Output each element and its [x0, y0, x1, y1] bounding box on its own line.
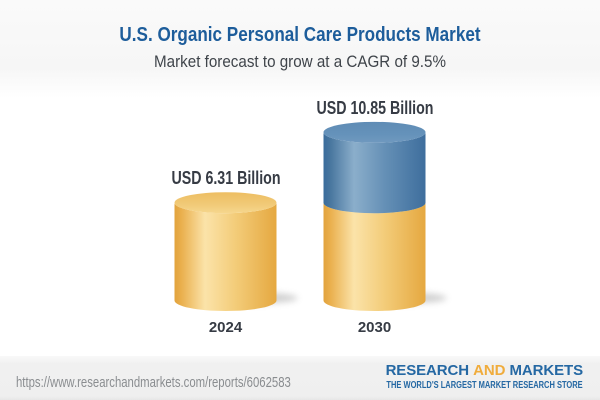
- report-url-link[interactable]: https://www.researchandmarkets.com/repor…: [16, 374, 291, 391]
- chart-title: U.S. Organic Personal Care Products Mark…: [119, 23, 481, 46]
- logo-word-and: AND: [473, 362, 506, 379]
- research-and-markets-logo: RESEARCH AND MARKETS THE WORLD'S LARGEST M…: [321, 362, 584, 392]
- logo-word-research: RESEARCH: [385, 362, 469, 379]
- footer: https://www.researchandmarkets.com/repor…: [0, 356, 600, 400]
- logo-word-markets: MARKETS: [509, 362, 584, 379]
- chart-subtitle: Market forecast to grow at a CAGR of 9.5…: [154, 52, 446, 71]
- logo-wordmark: RESEARCH AND MARKETS: [321, 362, 584, 380]
- bar-category-label-2030: 2030: [357, 318, 392, 336]
- bar-value-label-2030: USD 10.85 Billion: [316, 98, 433, 119]
- logo-tagline: THE WORLD'S LARGEST MARKET RESEARCH STOR…: [386, 380, 583, 391]
- bar-category-label-2024: 2024: [208, 318, 243, 336]
- header: U.S. Organic Personal Care Products Mark…: [0, 0, 600, 98]
- bar-value-label-2024: USD 6.31 Billion: [170, 168, 281, 189]
